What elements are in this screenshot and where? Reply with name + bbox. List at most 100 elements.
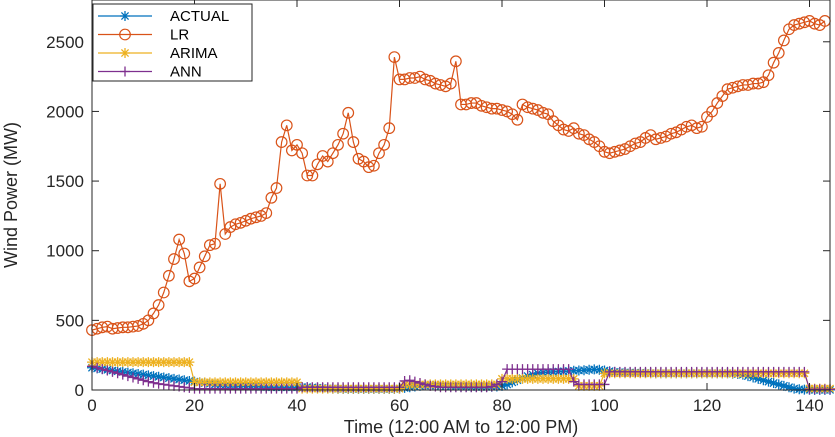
data-point-arima bbox=[179, 357, 190, 368]
data-point-lr bbox=[572, 127, 585, 140]
data-point-arima bbox=[286, 377, 297, 388]
data-point-arima bbox=[153, 357, 164, 368]
data-point-arima bbox=[532, 373, 543, 384]
data-point-actual bbox=[148, 371, 159, 382]
data-point-lr bbox=[706, 105, 719, 118]
data-point-arima bbox=[276, 377, 287, 388]
data-point-arima bbox=[128, 357, 138, 368]
data-point-arima bbox=[261, 377, 272, 388]
x-tick-label: 20 bbox=[185, 396, 204, 415]
data-point-lr bbox=[752, 77, 765, 90]
data-point-arima bbox=[292, 377, 302, 388]
data-point-arima bbox=[169, 357, 179, 368]
data-point-arima bbox=[235, 377, 246, 388]
data-point-ann bbox=[163, 380, 174, 391]
data-point-arima bbox=[558, 373, 569, 384]
data-point-lr bbox=[367, 159, 380, 172]
data-point-arima bbox=[92, 357, 103, 368]
data-point-ann bbox=[415, 378, 425, 389]
data-point-lr bbox=[695, 120, 708, 133]
data-point-actual bbox=[158, 372, 169, 383]
data-point-lr bbox=[239, 214, 252, 227]
data-point-ann bbox=[133, 373, 144, 384]
data-point-lr bbox=[613, 144, 626, 157]
data-point-arima bbox=[538, 373, 548, 384]
data-point-ann bbox=[169, 380, 179, 391]
data-point-ann bbox=[122, 371, 133, 382]
data-point-ann bbox=[184, 382, 195, 393]
data-point-lr bbox=[342, 106, 355, 119]
data-point-actual bbox=[594, 364, 605, 375]
data-point-lr bbox=[321, 155, 334, 168]
data-point-lr bbox=[767, 56, 780, 69]
data-point-lr bbox=[188, 272, 201, 285]
data-point-lr bbox=[203, 239, 216, 252]
data-point-arima bbox=[245, 377, 256, 388]
data-point-actual bbox=[794, 384, 805, 395]
data-point-arima bbox=[189, 377, 200, 388]
data-point-ann bbox=[399, 375, 410, 386]
data-point-arima bbox=[133, 357, 144, 368]
data-point-lr bbox=[168, 253, 180, 265]
series-lr bbox=[86, 14, 831, 337]
data-point-actual bbox=[758, 375, 769, 386]
data-point-actual bbox=[573, 365, 584, 376]
legend-marker-actual bbox=[120, 11, 130, 21]
data-point-arima bbox=[204, 377, 215, 388]
data-point-ann bbox=[112, 368, 123, 379]
data-point-arima bbox=[138, 357, 149, 368]
data-point-lr bbox=[209, 237, 221, 250]
legend-label-lr: LR bbox=[170, 27, 189, 44]
data-point-ann bbox=[117, 369, 128, 380]
data-point-lr bbox=[537, 106, 549, 119]
plot-frame bbox=[91, 0, 831, 391]
data-point-lr bbox=[280, 119, 293, 132]
data-point-arima bbox=[502, 373, 513, 384]
data-point-arima bbox=[163, 357, 174, 368]
legend-item-lr: LR bbox=[98, 27, 189, 44]
data-point-lr bbox=[296, 147, 309, 160]
data-point-lr bbox=[362, 161, 375, 174]
data-point-actual bbox=[778, 380, 789, 391]
data-point-arima bbox=[158, 357, 169, 368]
x-tick-label: 60 bbox=[390, 396, 409, 415]
data-point-arima bbox=[266, 377, 277, 388]
data-point-ann bbox=[158, 379, 169, 390]
data-point-arima bbox=[102, 357, 113, 368]
data-point-lr bbox=[526, 102, 539, 115]
data-point-arima bbox=[527, 373, 538, 384]
data-point-actual bbox=[789, 383, 800, 394]
data-point-lr bbox=[383, 122, 396, 135]
x-tick-label: 100 bbox=[590, 396, 618, 415]
x-tick-label: 0 bbox=[87, 396, 96, 415]
legend-label-arima: ARIMA bbox=[170, 45, 218, 62]
data-point-lr bbox=[178, 247, 191, 260]
data-point-ann bbox=[420, 379, 431, 390]
plot-marks bbox=[86, 14, 835, 395]
data-point-arima bbox=[143, 357, 154, 368]
data-point-arima bbox=[112, 357, 123, 368]
data-point-arima bbox=[281, 377, 292, 388]
data-point-ann bbox=[148, 377, 159, 388]
data-point-lr bbox=[275, 136, 288, 148]
data-point-arima bbox=[225, 377, 236, 388]
data-point-ann bbox=[102, 365, 113, 376]
y-tick-label: 2000 bbox=[46, 102, 84, 121]
legend-item-arima: ARIMA bbox=[98, 45, 218, 62]
data-point-lr bbox=[157, 286, 170, 299]
data-point-lr bbox=[337, 127, 350, 140]
data-point-actual bbox=[584, 364, 595, 375]
data-point-ann bbox=[404, 375, 415, 386]
data-point-lr bbox=[772, 47, 785, 59]
x-tick-label: 120 bbox=[693, 396, 721, 415]
data-point-actual bbox=[589, 364, 600, 375]
data-point-arima bbox=[553, 373, 564, 384]
data-point-arima bbox=[548, 373, 559, 384]
data-point-lr bbox=[162, 269, 175, 282]
data-point-actual bbox=[169, 373, 179, 384]
legend-box bbox=[92, 3, 253, 82]
data-point-lr bbox=[301, 169, 314, 182]
